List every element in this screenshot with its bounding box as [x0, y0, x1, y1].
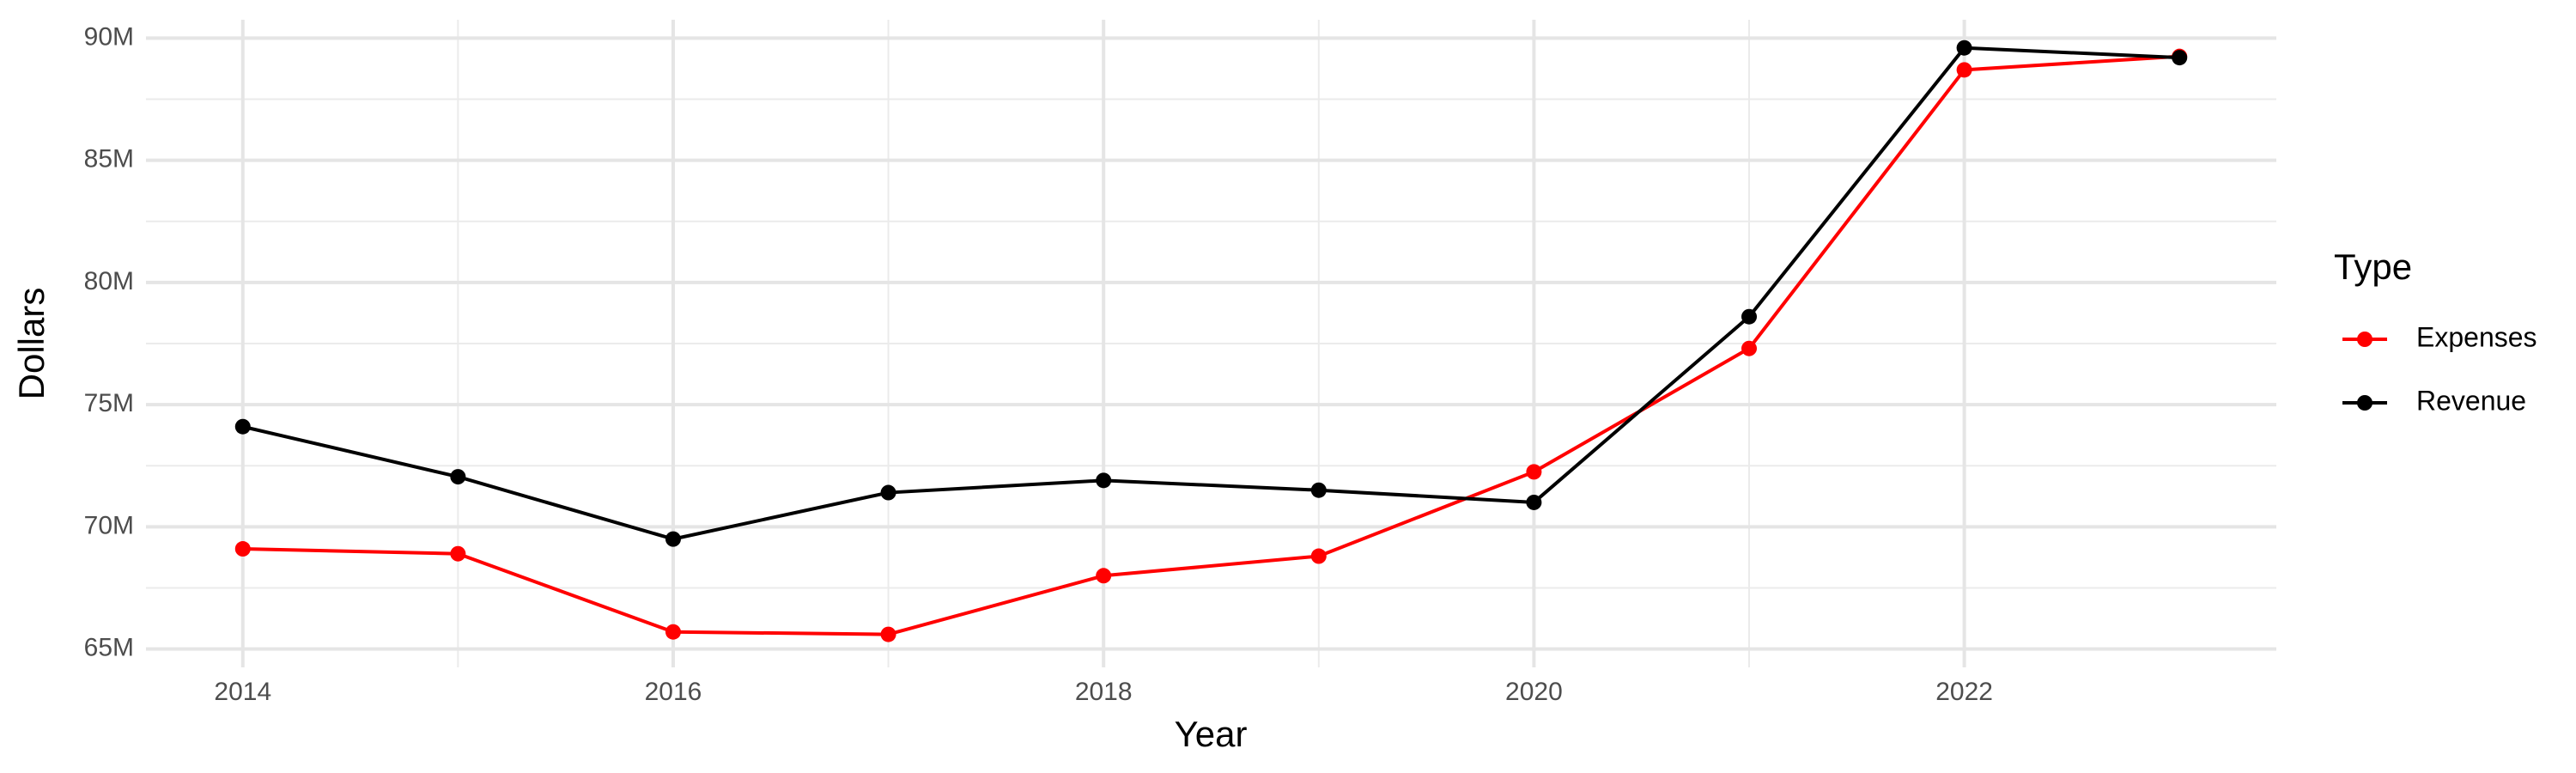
legend-label: Expenses — [2416, 321, 2537, 352]
data-point — [1526, 494, 1542, 510]
y-tick-label: 75M — [84, 389, 134, 417]
y-tick-label: 90M — [84, 22, 134, 51]
x-tick-label: 2016 — [645, 678, 702, 706]
legend-key-point — [2357, 332, 2372, 347]
x-axis-title: Year — [1175, 714, 1248, 754]
data-point — [665, 624, 681, 640]
data-point — [1310, 548, 1327, 564]
data-point — [450, 545, 466, 562]
data-point — [234, 541, 251, 557]
x-tick-label: 2014 — [214, 678, 271, 706]
y-tick-label: 80M — [84, 267, 134, 295]
data-point — [2172, 50, 2188, 66]
legend-key-point — [2357, 395, 2372, 411]
data-point — [234, 418, 251, 435]
data-point — [1526, 464, 1542, 480]
data-point — [880, 484, 896, 501]
data-point — [450, 469, 466, 485]
data-point — [1310, 482, 1327, 498]
legend-title: Type — [2334, 247, 2412, 287]
data-point — [665, 531, 681, 547]
y-tick-label: 65M — [84, 634, 134, 662]
y-tick-label: 70M — [84, 511, 134, 539]
grid — [146, 20, 2276, 667]
series-line — [242, 46, 2180, 541]
x-tick-label: 2020 — [1505, 678, 1563, 706]
data-point — [1096, 472, 1112, 489]
x-tick-label: 2018 — [1075, 678, 1133, 706]
data-point — [1956, 40, 1972, 56]
data-point — [1956, 62, 1972, 78]
plot-marks — [234, 40, 2188, 642]
x-tick-label: 2022 — [1935, 678, 1993, 706]
series-line — [242, 54, 2180, 636]
data-point — [1741, 340, 1758, 356]
data-point — [1741, 308, 1758, 325]
legend-item: Revenue — [2342, 385, 2526, 416]
y-axis-title: Dollars — [11, 288, 52, 400]
data-point — [1096, 568, 1112, 584]
legend-label: Revenue — [2416, 385, 2526, 416]
legend-item: Expenses — [2342, 321, 2537, 352]
data-point — [880, 626, 896, 642]
y-tick-label: 85M — [84, 145, 134, 173]
